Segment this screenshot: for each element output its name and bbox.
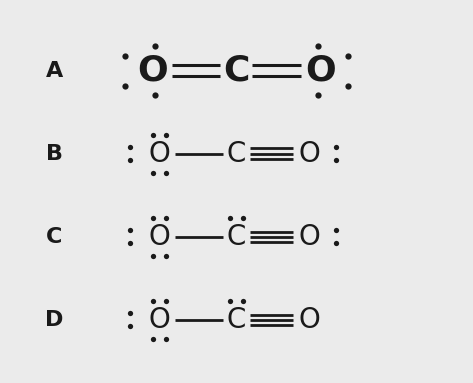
Text: C: C bbox=[227, 140, 246, 168]
Text: O: O bbox=[305, 54, 336, 88]
Text: O: O bbox=[298, 140, 320, 168]
Text: C: C bbox=[227, 306, 246, 334]
Text: B: B bbox=[46, 144, 63, 164]
Text: O: O bbox=[298, 223, 320, 251]
Text: C: C bbox=[223, 54, 250, 88]
Text: O: O bbox=[149, 306, 170, 334]
Text: C: C bbox=[227, 223, 246, 251]
Text: C: C bbox=[46, 227, 62, 247]
Text: D: D bbox=[45, 310, 63, 330]
Text: O: O bbox=[298, 306, 320, 334]
Text: O: O bbox=[149, 140, 170, 168]
Text: A: A bbox=[45, 61, 63, 81]
Text: O: O bbox=[137, 54, 168, 88]
Text: O: O bbox=[149, 223, 170, 251]
